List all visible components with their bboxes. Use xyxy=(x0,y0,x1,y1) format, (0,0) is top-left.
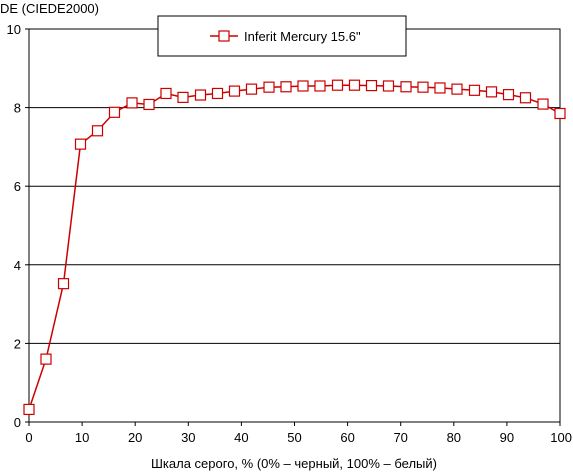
legend: Inferit Mercury 15.6" xyxy=(157,15,407,57)
data-point xyxy=(382,80,395,92)
data-point xyxy=(91,125,104,137)
x-tick-label: 60 xyxy=(340,430,354,445)
data-point xyxy=(211,87,224,100)
x-axis-title: Шкала серого, % (0% – черный, 100% – бел… xyxy=(151,456,437,471)
data-point xyxy=(263,81,275,93)
data-point xyxy=(348,79,361,91)
x-tick-label: 0 xyxy=(25,430,32,445)
data-point xyxy=(280,81,292,93)
data-point xyxy=(451,83,463,95)
x-tick-label: 80 xyxy=(447,430,461,445)
x-tick-label: 90 xyxy=(500,430,514,445)
x-tick-label: 20 xyxy=(128,430,142,445)
data-point xyxy=(194,89,207,101)
x-tick-label: 40 xyxy=(234,430,248,445)
y-tick-label: 6 xyxy=(14,179,21,194)
x-tick-label: 100 xyxy=(550,430,572,445)
data-point xyxy=(537,98,549,110)
y-tick-labels: 0 2 4 6 8 10 xyxy=(7,22,21,430)
y-axis-title: DE (CIEDE2000) xyxy=(0,1,99,16)
data-point xyxy=(74,138,87,150)
y-tick-label: 10 xyxy=(7,22,21,37)
data-point xyxy=(331,79,344,91)
data-point xyxy=(468,84,481,96)
data-point xyxy=(417,81,429,93)
x-tick-labels: 0 10 20 30 40 50 60 70 80 90 100 xyxy=(25,430,572,445)
data-point xyxy=(519,92,532,104)
legend-marker xyxy=(218,30,230,42)
data-point xyxy=(502,89,515,101)
data-point xyxy=(485,86,498,98)
x-tick-label: 30 xyxy=(181,430,195,445)
data-point xyxy=(228,85,241,97)
y-tick-label: 0 xyxy=(14,415,21,430)
data-point xyxy=(108,106,121,118)
data-point xyxy=(297,80,309,92)
series-group xyxy=(23,79,566,416)
data-point xyxy=(245,83,258,95)
x-tick-label: 50 xyxy=(287,430,301,445)
data-point xyxy=(400,81,412,93)
data-point xyxy=(434,82,446,94)
data-point xyxy=(23,403,35,416)
y-tick-label: 8 xyxy=(14,101,21,116)
grid-lines xyxy=(25,28,561,426)
plot-area xyxy=(28,28,561,423)
legend-label: Inferit Mercury 15.6" xyxy=(244,29,361,44)
data-point xyxy=(143,98,155,111)
y-tick-label: 4 xyxy=(14,258,21,273)
data-point xyxy=(57,278,70,290)
y-tick-label: 2 xyxy=(14,336,21,351)
legend-box xyxy=(157,15,407,57)
data-point xyxy=(365,79,378,92)
data-point xyxy=(160,87,172,100)
data-point xyxy=(314,80,326,92)
x-tick-label: 70 xyxy=(393,430,407,445)
data-point xyxy=(177,91,189,103)
data-point xyxy=(554,107,566,120)
data-point xyxy=(126,97,138,109)
x-tick-label: 10 xyxy=(75,430,89,445)
data-point xyxy=(40,353,52,365)
